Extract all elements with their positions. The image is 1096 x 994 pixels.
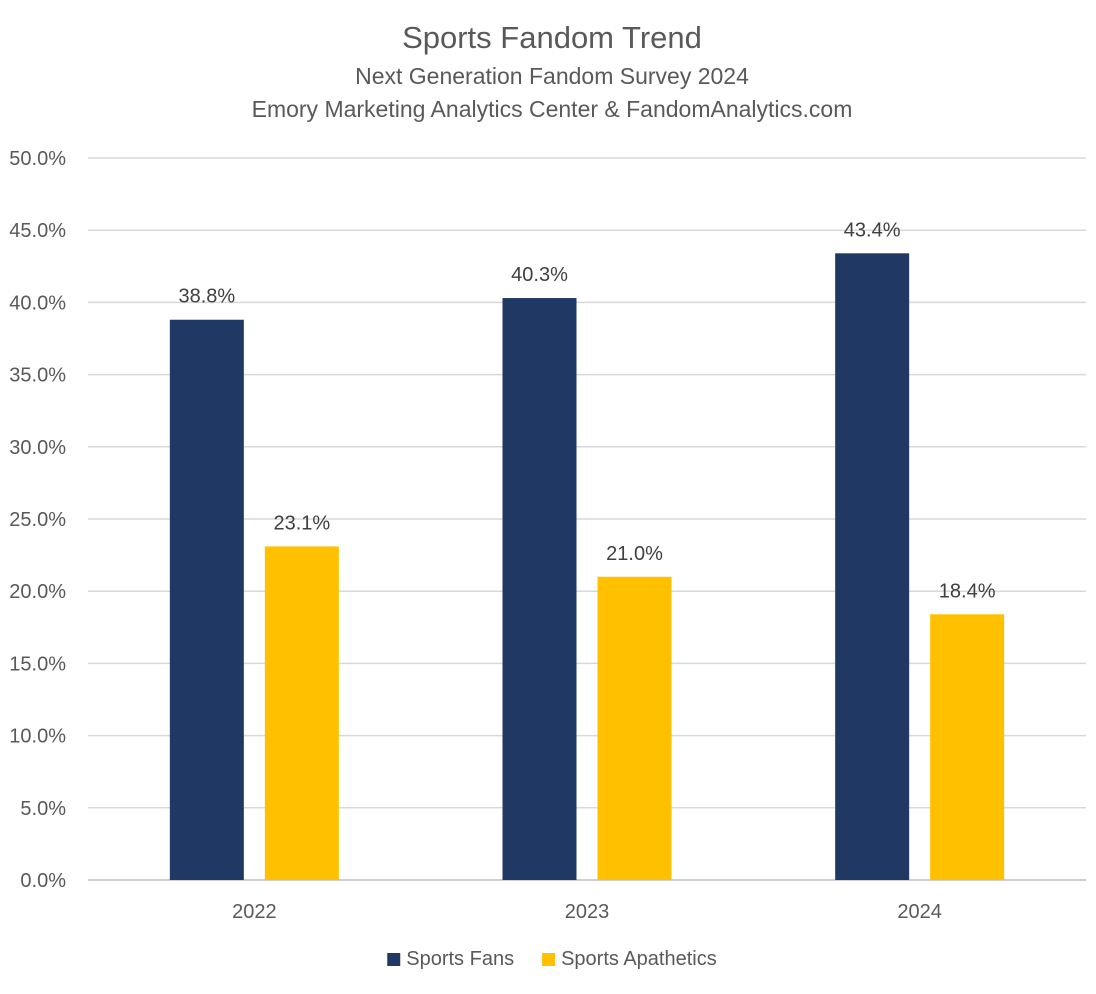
y-tick-label: 50.0% <box>9 148 66 170</box>
legend-item-sports-apathetics: Sports Apathetics <box>542 948 717 970</box>
y-tick-label: 40.0% <box>9 292 66 314</box>
chart-subtitle-line-2: Emory Marketing Analytics Center & Fando… <box>252 96 853 122</box>
bar-sports-fans-2022 <box>169 319 244 880</box>
legend-item-sports-fans: Sports Fans <box>387 948 514 970</box>
bar-sports-fans-2024 <box>835 253 910 880</box>
y-tick-label: 35.0% <box>9 365 66 387</box>
y-tick-label: 25.0% <box>9 509 66 531</box>
bars <box>169 253 1005 880</box>
legend-label: Sports Fans <box>406 948 514 970</box>
y-tick-label: 5.0% <box>20 798 66 820</box>
gridlines <box>88 157 1086 881</box>
y-tick-label: 45.0% <box>9 220 66 242</box>
data-label: 40.3% <box>511 264 568 286</box>
y-tick-label: 20.0% <box>9 581 66 603</box>
y-axis-tick-labels: 0.0% 5.0% 10.0% 15.0% 20.0% 25.0% 30.0% 35.0% 40… <box>9 148 66 892</box>
data-label: 38.8% <box>178 286 235 308</box>
data-label: 43.4% <box>844 219 901 241</box>
y-tick-label: 0.0% <box>20 870 66 892</box>
x-tick-label: 2022 <box>232 901 277 923</box>
legend: Sports Fans Sports Apathetics <box>387 948 717 970</box>
y-tick-label: 15.0% <box>9 653 66 675</box>
chart-title: Sports Fandom Trend <box>402 20 702 55</box>
data-label: 23.1% <box>273 512 330 534</box>
y-tick-label: 30.0% <box>9 437 66 459</box>
data-label: 18.4% <box>939 580 996 602</box>
bar-sports-apathetics-2022 <box>264 546 339 880</box>
legend-swatch <box>542 953 556 966</box>
chart-subtitle-line-1: Next Generation Fandom Survey 2024 <box>355 63 749 89</box>
x-axis-tick-labels: 2022 2023 2024 <box>232 901 942 923</box>
legend-swatch <box>387 953 401 966</box>
legend-label: Sports Apathetics <box>561 948 717 970</box>
bar-sports-apathetics-2023 <box>597 576 672 880</box>
data-label: 21.0% <box>606 543 663 565</box>
bar-sports-fans-2023 <box>502 298 577 880</box>
data-labels: 38.8% 23.1% 40.3% 21.0% 43.4% 18.4% <box>178 219 995 602</box>
x-tick-label: 2023 <box>565 901 610 923</box>
bar-sports-apathetics-2024 <box>930 614 1005 880</box>
x-tick-label: 2024 <box>897 901 942 923</box>
y-tick-label: 10.0% <box>9 726 66 748</box>
